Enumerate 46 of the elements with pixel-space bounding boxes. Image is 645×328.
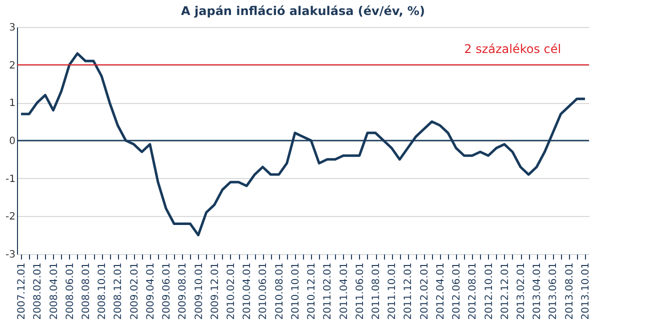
x-tick-label: 2012.10.01	[484, 262, 495, 320]
x-tick-label: 2010.06.01	[258, 262, 270, 320]
x-tick-label: 2007.12.01	[16, 262, 28, 320]
x-tick-label: 2009.08.01	[178, 262, 189, 320]
x-tick-label: 2012.06.01	[452, 262, 463, 320]
x-tick-label: 2012.04.01	[435, 262, 446, 320]
chart-title: A japán infláció alakulása (év/év, %)	[181, 4, 425, 18]
y-tick-label: -2	[6, 212, 16, 223]
x-tick-label: 2010.08.01	[274, 262, 286, 320]
x-tick-label: 2010.02.01	[226, 262, 237, 320]
x-tick-label: 2008.10.01	[97, 262, 108, 320]
x-tick-label: 2013.02.01	[516, 262, 528, 320]
x-tick-label: 2011.04.01	[338, 262, 350, 320]
x-tick-label: 2008.02.01	[32, 262, 44, 320]
line-series	[20, 52, 586, 236]
x-tick-label: 2013.04.01	[532, 262, 544, 320]
x-tick-label: 2011.10.01	[387, 262, 398, 320]
y-tick-label: -1	[6, 174, 16, 185]
y-tick-label: -3	[6, 250, 16, 260]
x-tick-label: 2013.10.01	[580, 262, 592, 320]
x-tick-label: 2009.12.01	[210, 262, 221, 320]
y-tick-label: 0	[9, 136, 16, 147]
x-tick-label: 2012.08.01	[468, 262, 479, 320]
x-tick-label: 2011.06.01	[354, 262, 366, 320]
x-tick-label: 2013.08.01	[564, 262, 576, 320]
x-tick-label: 2008.12.01	[113, 262, 124, 320]
x-tick-label: 2009.04.01	[145, 262, 156, 320]
x-tick-label: 2010.12.01	[306, 262, 318, 320]
x-tick-label: 2010.04.01	[242, 262, 254, 320]
x-tick-label: 2012.12.01	[500, 262, 511, 320]
x-tick-label: 2011.12.01	[403, 262, 414, 320]
x-tick-label: 2011.02.01	[322, 262, 334, 320]
x-tick-label: 2008.04.01	[48, 262, 60, 320]
x-tick-label: 2008.08.01	[80, 262, 92, 320]
y-tick-label: 3	[9, 22, 16, 34]
x-tick-label: 2009.02.01	[129, 262, 140, 320]
x-tick-label: 2013.06.01	[548, 262, 560, 320]
x-tick-label: 2010.10.01	[290, 262, 302, 320]
x-tick-label: 2009.06.01	[162, 262, 173, 320]
x-tick-label: 2012.02.01	[419, 262, 430, 320]
y-tick-label: 1	[9, 98, 16, 110]
ref-line-label: 2 százalékos cél	[464, 42, 562, 56]
x-tick-label: 2009.10.01	[194, 262, 205, 320]
x-tick-label: 2008.06.01	[64, 262, 76, 320]
x-tick-label: 2011.08.01	[371, 262, 382, 320]
y-tick-label: 2	[9, 60, 16, 72]
